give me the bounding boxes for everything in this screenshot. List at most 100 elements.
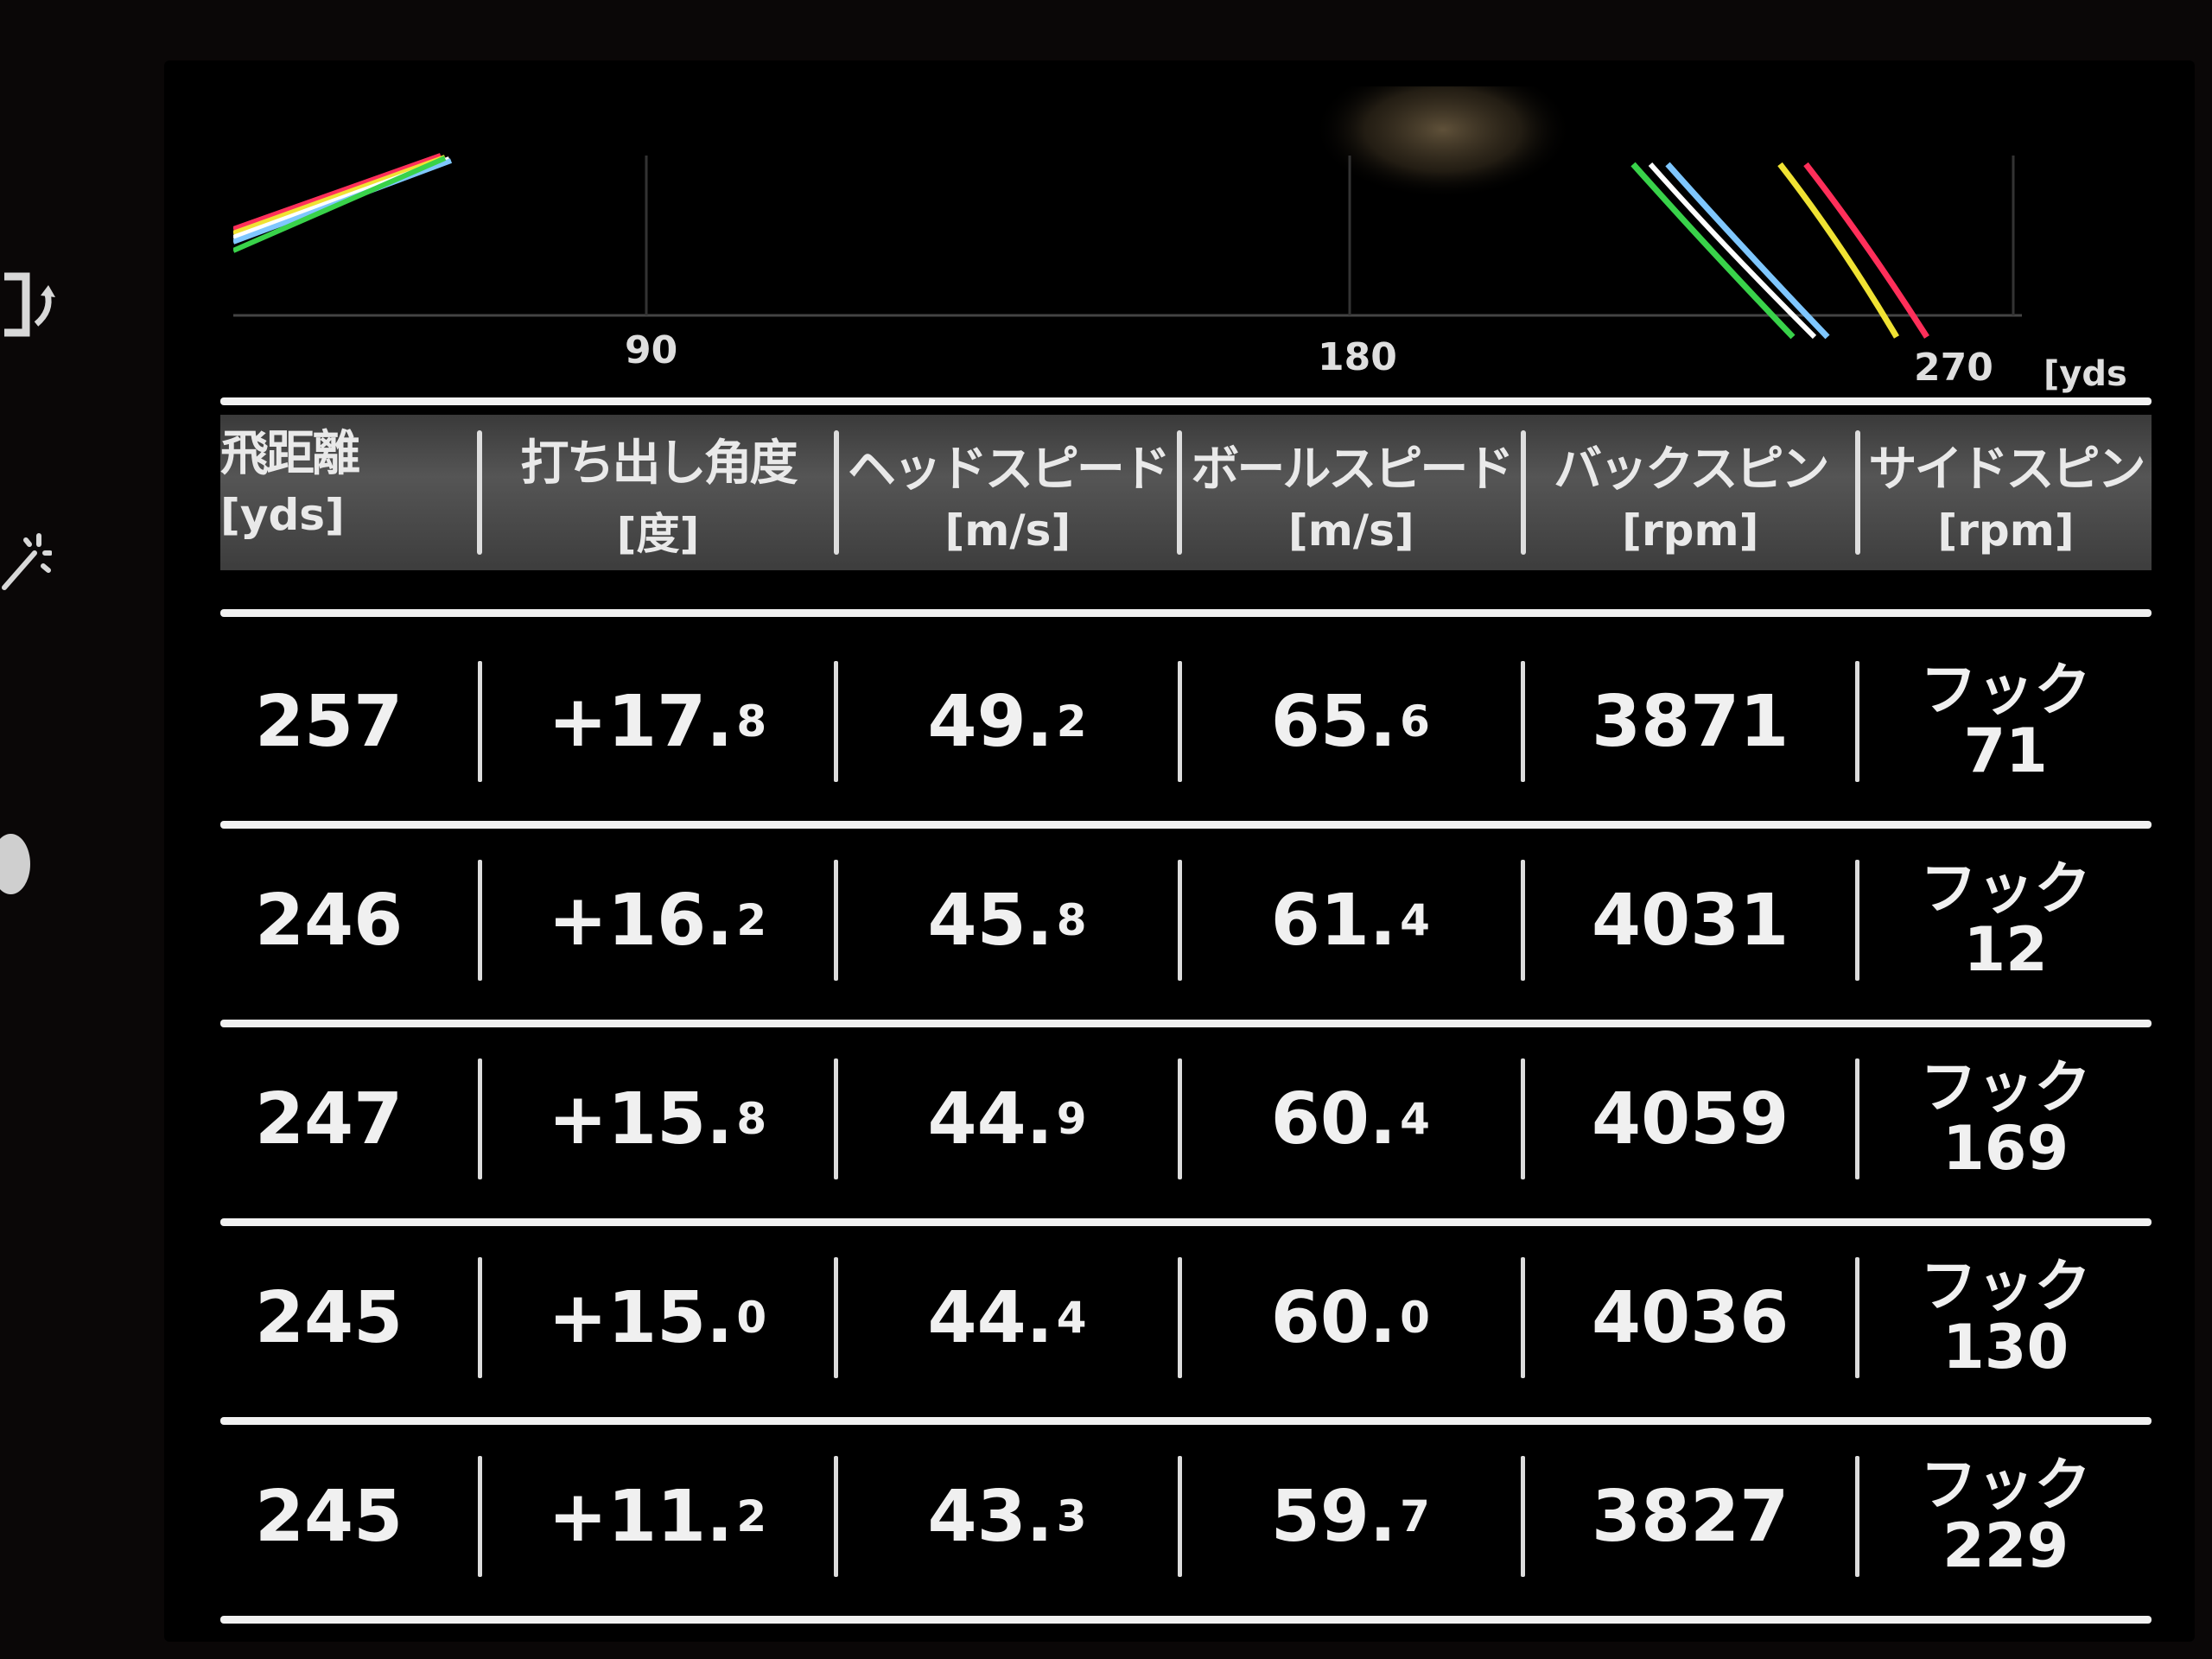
ball-speed-int: 65. xyxy=(1270,680,1397,763)
distance-value: 245 xyxy=(255,1475,404,1558)
ball-speed-int: 60. xyxy=(1270,1276,1397,1359)
row-separator xyxy=(834,860,839,981)
series-start-red xyxy=(233,153,442,232)
backspin-value: 3871 xyxy=(1592,680,1789,763)
head-speed-dec: 8 xyxy=(1056,895,1089,945)
sidespin-value: 229 xyxy=(1942,1510,2069,1581)
row-separator xyxy=(478,1058,483,1179)
cell-head-speed: 45. 8 xyxy=(838,834,1177,1007)
table-header-row: 飛距離 [yds] 打ち出し角度 [度] ヘッドスピード [m/s] ボールスピ… xyxy=(220,415,2152,570)
rotate-icon[interactable] xyxy=(0,259,60,354)
sidespin-value: 71 xyxy=(1963,715,2048,786)
cell-backspin: 3827 xyxy=(1525,1430,1855,1603)
head-speed-int: 45. xyxy=(927,879,1053,962)
cell-sidespin: フック 71 xyxy=(1859,635,2152,808)
row-separator xyxy=(478,1257,483,1378)
row-separator xyxy=(1520,1257,1525,1378)
cell-sidespin: フック 130 xyxy=(1859,1231,2152,1404)
row-separator xyxy=(478,661,483,782)
cell-launch-angle: +15. 8 xyxy=(482,1033,834,1205)
launch-angle-dec: 8 xyxy=(736,696,769,747)
x-tick-270: 270 xyxy=(1914,346,1993,390)
cell-sidespin: フック 12 xyxy=(1859,834,2152,1007)
cell-backspin: 4036 xyxy=(1525,1231,1855,1404)
launch-angle-dec: 8 xyxy=(736,1094,769,1144)
table-row: 245 +11. 2 43. 3 59. 7 3827 フック 229 xyxy=(220,1430,2152,1603)
backspin-value: 4059 xyxy=(1592,1077,1789,1160)
cell-backspin: 3871 xyxy=(1525,635,1855,808)
ball-speed-int: 61. xyxy=(1270,879,1397,962)
ball-speed-dec: 4 xyxy=(1400,1094,1432,1144)
row-divider-rule xyxy=(220,1218,2152,1226)
row-divider-rule xyxy=(220,1020,2152,1027)
cell-head-speed: 44. 4 xyxy=(838,1231,1177,1404)
row-separator xyxy=(1177,860,1182,981)
series-end-green xyxy=(1630,162,1796,340)
row-separator xyxy=(834,1257,839,1378)
row-separator xyxy=(1177,1058,1182,1179)
series-end-red xyxy=(1803,162,1929,339)
x-tick-180: 180 xyxy=(1318,335,1397,379)
row-divider-rule xyxy=(220,1417,2152,1425)
series-end-yellow xyxy=(1777,162,1900,339)
cell-ball-speed: 61. 4 xyxy=(1182,834,1521,1007)
header-separator xyxy=(1177,430,1183,555)
header-bottom-rule xyxy=(220,609,2152,617)
cell-distance: 257 xyxy=(220,635,478,808)
header-separator xyxy=(477,430,483,555)
sidespin-value: 130 xyxy=(1942,1311,2069,1382)
launch-angle-int: +11. xyxy=(548,1475,734,1558)
row-separator xyxy=(478,860,483,981)
cell-ball-speed: 60. 4 xyxy=(1182,1033,1521,1205)
row-separator xyxy=(1177,661,1182,782)
sparkle-icon[interactable] xyxy=(0,527,52,596)
sidespin-direction: フック xyxy=(1920,1053,2092,1121)
cell-ball-speed: 59. 7 xyxy=(1182,1430,1521,1603)
cell-sidespin: フック 169 xyxy=(1859,1033,2152,1205)
series-end-blue xyxy=(1665,162,1830,340)
launch-angle-dec: 0 xyxy=(736,1293,769,1343)
cell-launch-angle: +11. 2 xyxy=(482,1430,834,1603)
row-separator xyxy=(1177,1257,1182,1378)
header-backspin: バックスピン [rpm] xyxy=(1554,441,1829,556)
sidespin-value: 12 xyxy=(1963,913,2048,985)
distance-value: 257 xyxy=(255,680,404,763)
dot-icon[interactable] xyxy=(0,834,30,894)
cell-ball-speed: 60. 0 xyxy=(1182,1231,1521,1404)
head-speed-dec: 9 xyxy=(1056,1094,1089,1144)
row-separator xyxy=(1520,1058,1525,1179)
row-separator xyxy=(834,1456,839,1577)
result-screen xyxy=(164,60,2195,1642)
row-separator xyxy=(834,661,839,782)
header-separator xyxy=(1855,430,1861,555)
header-separator xyxy=(1520,430,1526,555)
head-speed-int: 43. xyxy=(927,1475,1053,1558)
head-speed-int: 49. xyxy=(927,680,1053,763)
trajectory-chart: 90 180 270 [yds xyxy=(233,86,2127,432)
distance-value: 246 xyxy=(255,879,404,962)
row-separator xyxy=(834,1058,839,1179)
cell-head-speed: 49. 2 xyxy=(838,635,1177,808)
x-axis-unit: [yds xyxy=(2044,354,2127,394)
head-speed-int: 44. xyxy=(927,1077,1053,1160)
header-distance: 飛距離 [yds] xyxy=(220,426,360,540)
cell-distance: 245 xyxy=(220,1430,478,1603)
ball-speed-dec: 6 xyxy=(1400,696,1432,747)
row-separator xyxy=(1855,1257,1860,1378)
cell-launch-angle: +16. 2 xyxy=(482,834,834,1007)
ball-speed-dec: 0 xyxy=(1400,1293,1432,1343)
row-separator xyxy=(1520,661,1525,782)
cell-head-speed: 44. 9 xyxy=(838,1033,1177,1205)
row-separator xyxy=(478,1456,483,1577)
cell-ball-speed: 65. 6 xyxy=(1182,635,1521,808)
header-head-speed: ヘッドスピード [m/s] xyxy=(847,441,1171,556)
head-speed-dec: 4 xyxy=(1056,1293,1089,1343)
launch-angle-int: +17. xyxy=(548,680,734,763)
sidespin-direction: フック xyxy=(1920,1252,2092,1319)
sidespin-direction: フック xyxy=(1920,855,2092,922)
ball-speed-dec: 4 xyxy=(1400,895,1432,945)
row-separator xyxy=(1855,1456,1860,1577)
cell-head-speed: 43. 3 xyxy=(838,1430,1177,1603)
x-tick-90: 90 xyxy=(625,328,678,372)
launch-angle-dec: 2 xyxy=(736,895,769,945)
